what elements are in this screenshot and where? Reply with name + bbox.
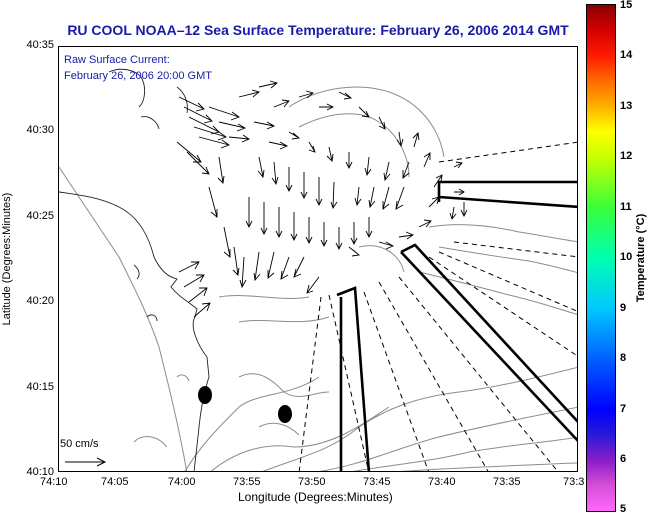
y-tick-label: 40:30 bbox=[26, 124, 54, 136]
x-tick-label: 74:00 bbox=[168, 476, 196, 488]
scale-arrow-icon bbox=[65, 457, 107, 467]
colorbar-tick: 8 bbox=[620, 352, 627, 364]
x-tick-label: 74:05 bbox=[101, 476, 129, 488]
colorbar-tick: 14 bbox=[620, 49, 633, 61]
x-tick-label: 73:45 bbox=[363, 476, 391, 488]
colorbar-tick: 6 bbox=[620, 453, 627, 465]
y-axis-label: Latitude (Degrees:Minutes) bbox=[1, 192, 13, 326]
colorbar-tick: 5 bbox=[620, 503, 627, 515]
current-vectors bbox=[176, 80, 468, 318]
colorbar-label: Temperature (°C) bbox=[635, 213, 647, 303]
x-tick-label: 74:10 bbox=[40, 476, 68, 488]
coastline bbox=[59, 68, 210, 471]
bathymetry-contours bbox=[59, 86, 577, 471]
current-annotation-title: Raw Surface Current: bbox=[64, 54, 170, 66]
colorbar-tick: 15 bbox=[620, 0, 633, 11]
radar-radials bbox=[298, 141, 577, 471]
x-axis-label: Longitude (Degrees:Minutes) bbox=[238, 490, 393, 504]
y-tick-label: 40:15 bbox=[26, 381, 54, 393]
x-tick-label: 73:50 bbox=[298, 476, 326, 488]
map-title: RU COOL NOAA–12 Sea Surface Temperature:… bbox=[67, 22, 569, 38]
x-tick-label: 73:3 bbox=[563, 476, 585, 488]
colorbar-tick: 10 bbox=[620, 251, 633, 263]
y-tick-label: 40:35 bbox=[26, 39, 54, 51]
map-plot-area[interactable] bbox=[58, 46, 578, 472]
x-tick-label: 73:55 bbox=[233, 476, 261, 488]
x-tick-label: 73:40 bbox=[428, 476, 456, 488]
map-canvas bbox=[59, 68, 577, 471]
temperature-colorbar bbox=[586, 4, 616, 512]
colorbar-tick: 12 bbox=[620, 150, 633, 162]
colorbar-tick: 11 bbox=[620, 201, 632, 213]
colorbar-tick: 9 bbox=[620, 302, 627, 314]
y-tick-label: 40:20 bbox=[26, 295, 54, 307]
colorbar-tick: 7 bbox=[620, 403, 627, 415]
y-tick-label: 40:25 bbox=[26, 210, 54, 222]
radar-sector-outlines bbox=[336, 180, 577, 471]
scale-vector-label: 50 cm/s bbox=[60, 438, 99, 450]
colorbar-tick: 13 bbox=[620, 100, 633, 112]
y-tick-label: 40:10 bbox=[26, 466, 54, 478]
current-annotation-date: February 26, 2006 20:00 GMT bbox=[64, 70, 212, 82]
buoy-marker-icon[interactable] bbox=[278, 405, 292, 423]
x-tick-label: 73:35 bbox=[493, 476, 521, 488]
buoy-marker-icon[interactable] bbox=[198, 386, 212, 404]
